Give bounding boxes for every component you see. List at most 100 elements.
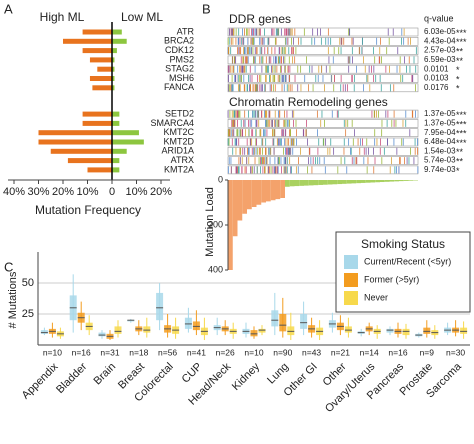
panel-letter: A <box>4 1 13 16</box>
bar <box>380 180 385 183</box>
bar <box>112 76 115 81</box>
bar <box>304 180 309 186</box>
q-value: 4.43e-04 <box>424 36 456 45</box>
box <box>156 292 164 321</box>
heatmap-row <box>227 156 419 165</box>
x-tick-label: 30% <box>27 186 49 198</box>
heatmap-row <box>227 119 419 128</box>
heatmap-row <box>227 27 419 37</box>
x-tick-label: 20% <box>52 186 74 198</box>
bar <box>408 180 414 181</box>
x-tick-label: 0 <box>109 186 115 198</box>
count-label: n=10 <box>244 347 263 357</box>
bar <box>313 180 319 186</box>
bar <box>38 130 112 136</box>
bar <box>89 76 112 81</box>
bar <box>337 180 342 185</box>
box <box>423 327 431 334</box>
bar <box>87 167 112 173</box>
gene-label: ATR <box>177 26 195 36</box>
gene-label: FANCA <box>164 82 194 92</box>
count-label: n=9 <box>420 347 435 357</box>
y-tick-label: 400 <box>208 264 223 274</box>
series-label: Low ML <box>121 10 163 24</box>
bar <box>275 180 281 200</box>
x-tick-label: 40% <box>3 186 25 198</box>
q-value: 1.54e-03 <box>424 146 456 155</box>
series-label: High ML <box>40 10 85 24</box>
bar <box>346 180 352 184</box>
bar <box>112 167 120 173</box>
significance: *** <box>456 129 467 139</box>
x-tick-label: Brain <box>92 361 119 388</box>
bar <box>365 180 371 183</box>
bar <box>256 180 262 205</box>
heatmap-row <box>227 165 419 175</box>
y-axis-label: Mutation Load <box>204 187 216 257</box>
significance: * <box>456 166 460 176</box>
x-tick-label: 10% <box>125 186 147 198</box>
gene-label: MSH6 <box>169 73 194 83</box>
gene-label: PMS2 <box>169 54 194 64</box>
legend-label: Former (>5yr) <box>364 274 419 284</box>
count-label: n=31 <box>100 347 119 357</box>
significance: * <box>456 74 460 84</box>
x-tick-label: Appendix <box>20 360 61 401</box>
panel-letter: B <box>202 1 211 16</box>
bar <box>261 180 266 203</box>
legend-label: Current/Recent (<5yr) <box>364 256 451 266</box>
bar <box>112 29 122 35</box>
gene-label: BRCA2 <box>164 36 194 46</box>
bar <box>82 29 112 35</box>
count-label: n=10 <box>43 347 62 357</box>
panel-letter: C <box>4 259 13 274</box>
count-label: n=30 <box>446 347 465 357</box>
bar <box>232 180 238 237</box>
x-tick-label: 20% <box>150 186 172 198</box>
bar <box>112 38 127 44</box>
bar <box>342 180 347 184</box>
y-axis-label: # Mutations <box>7 271 19 328</box>
bar <box>228 180 233 270</box>
gene-label: ARID1A <box>161 146 194 156</box>
bar <box>112 66 115 72</box>
gene-label: SMARCA4 <box>150 118 194 128</box>
bar <box>399 180 404 182</box>
bar <box>384 180 390 182</box>
x-tick-label: Lung <box>265 361 291 387</box>
heatmap-row <box>227 147 419 156</box>
bar <box>251 180 257 207</box>
legend-swatch <box>344 273 358 287</box>
heatmap-row <box>227 83 419 93</box>
significance: * <box>456 84 460 94</box>
bar <box>97 66 112 72</box>
bar <box>82 48 112 54</box>
q-value: 2.57e-03 <box>424 46 456 55</box>
bar <box>50 148 112 154</box>
heatmap-row <box>227 128 419 137</box>
y-tick-label: 200 <box>208 219 223 229</box>
box <box>402 328 410 336</box>
count-label: n=56 <box>158 347 177 357</box>
q-value: 6.03e-05 <box>424 27 456 36</box>
box <box>127 320 135 322</box>
box <box>386 328 394 333</box>
box <box>40 330 48 334</box>
q-value: 1.37e-05 <box>424 109 456 118</box>
significance: *** <box>456 110 467 120</box>
bar <box>351 180 357 184</box>
legend-label: Never <box>364 292 388 302</box>
y-tick-label: 25 <box>22 308 34 320</box>
bar <box>112 111 120 117</box>
bar <box>285 180 290 187</box>
x-tick-label: 10% <box>76 186 98 198</box>
count-label: n=26 <box>216 347 235 357</box>
legend-swatch <box>344 291 358 305</box>
significance: *** <box>456 37 467 47</box>
bar <box>318 180 323 185</box>
bar <box>67 158 112 164</box>
q-value: 5.74e-03 <box>424 156 456 165</box>
x-tick-label: Bladder <box>54 360 90 396</box>
q-value: 0.0103 <box>424 74 449 83</box>
